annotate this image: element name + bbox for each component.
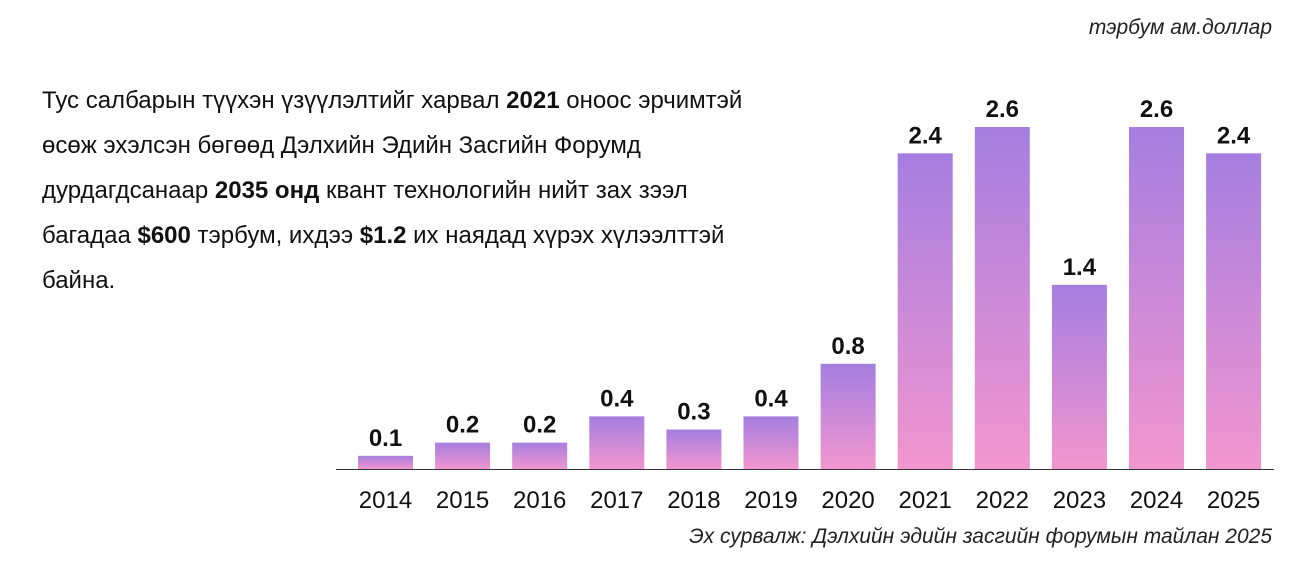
value-label-2018: 0.3: [677, 399, 710, 426]
unit-label: тэрбум ам.доллар: [1088, 16, 1272, 39]
description-text: Тус салбарын түүхэн үзүүлэлтийг харвал 2…: [42, 78, 782, 303]
x-tick-label-2023: 2023: [1053, 487, 1106, 514]
bar-2014: [358, 455, 413, 469]
x-tick-label-2018: 2018: [667, 487, 720, 514]
x-tick-label-2014: 2014: [359, 487, 412, 514]
bar-2021: [897, 153, 953, 470]
bar-2018: [666, 429, 722, 469]
x-tick-label-2025: 2025: [1207, 487, 1260, 514]
description-segment: Тус салбарын түүхэн үзүүлэлтийг харвал: [42, 87, 507, 114]
bar-2019: [743, 416, 799, 469]
description-segment: их наядад хүрэх хүлээлттэй байна.: [42, 222, 725, 294]
bar-2017: [589, 416, 645, 469]
value-label-2024: 2.6: [1140, 96, 1173, 123]
x-tick-label-2015: 2015: [436, 487, 489, 514]
description-highlight: $600: [137, 222, 191, 249]
x-tick-label-2020: 2020: [821, 487, 874, 514]
bar-2020: [820, 363, 876, 469]
bar-2016: [512, 442, 568, 469]
value-label-2017: 0.4: [600, 385, 634, 412]
bar-2015: [435, 442, 491, 469]
x-tick-label-2024: 2024: [1130, 487, 1183, 514]
bar-2025: [1206, 153, 1262, 470]
value-label-2023: 1.4: [1063, 254, 1097, 281]
x-tick-label-2016: 2016: [513, 487, 566, 514]
x-tick-label-2019: 2019: [744, 487, 797, 514]
value-label-2025: 2.4: [1217, 122, 1251, 149]
x-tick-label-2022: 2022: [976, 487, 1029, 514]
value-label-2019: 0.4: [754, 385, 788, 412]
value-label-2020: 0.8: [831, 333, 864, 360]
x-tick-label-2021: 2021: [899, 487, 952, 514]
value-label-2016: 0.2: [523, 412, 556, 439]
bar-2024: [1129, 127, 1184, 469]
value-label-2014: 0.1: [369, 425, 402, 452]
bar-2023: [1051, 284, 1107, 469]
value-label-2022: 2.6: [986, 96, 1019, 123]
description-segment: тэрбум, ихдээ: [190, 222, 360, 249]
bar-2022: [974, 127, 1030, 469]
value-label-2021: 2.4: [909, 122, 943, 149]
description-highlight: 2035 онд: [214, 177, 320, 204]
description-segment: оноос эрчимтэй өсөж эхэлсэн бөгөөд Дэлхи…: [42, 87, 743, 204]
description-highlight: $1.2: [359, 222, 407, 249]
value-label-2015: 0.2: [446, 412, 479, 439]
x-tick-label-2017: 2017: [590, 487, 643, 514]
description-segment: квант технологийн нийт зах зээл багадаа: [42, 177, 688, 249]
source-note: Эх сурвалж: Дэлхийн эдийн засгийн форумы…: [689, 525, 1272, 548]
description-highlight: 2021: [506, 87, 560, 114]
